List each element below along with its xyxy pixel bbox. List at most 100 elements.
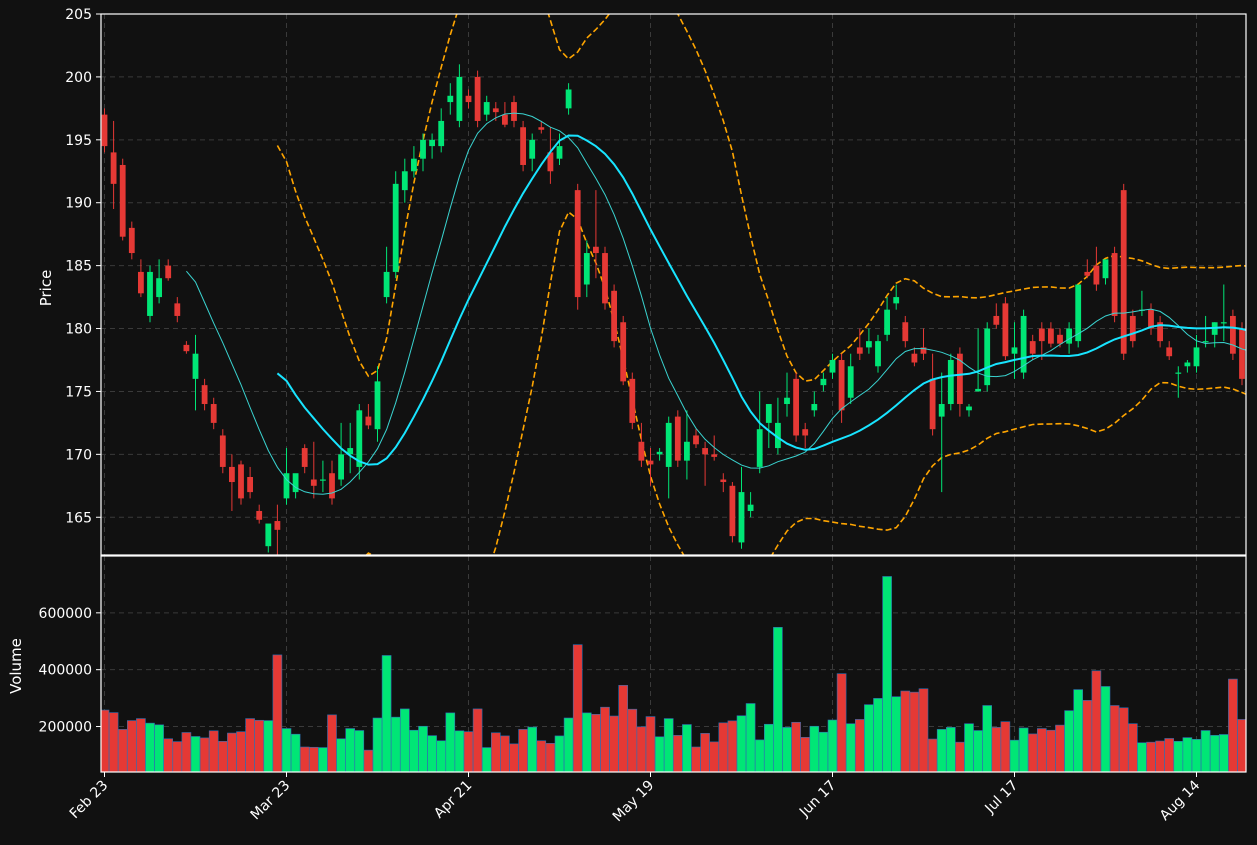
volume-bar xyxy=(1037,728,1047,772)
candle-body xyxy=(1129,315,1136,342)
volume-bar xyxy=(208,730,219,772)
volume-bar xyxy=(509,743,519,772)
volume-bar xyxy=(1164,738,1174,772)
price-tick-label: 190 xyxy=(65,196,92,212)
candle-body xyxy=(720,479,727,483)
fast-moving-average-line xyxy=(186,112,1246,495)
volume-bar xyxy=(263,720,274,772)
candle-body xyxy=(520,127,526,165)
volume-bar xyxy=(1018,727,1029,772)
volume-bar xyxy=(363,749,374,772)
candle-body xyxy=(411,158,417,172)
volume-bar xyxy=(554,735,565,772)
candle-body xyxy=(329,473,335,499)
price-tick-label: 195 xyxy=(65,133,92,149)
candle-body xyxy=(875,341,881,367)
candle-body xyxy=(301,448,308,467)
candle-body xyxy=(229,466,235,483)
candle-body xyxy=(547,152,554,172)
candle-body xyxy=(147,271,153,316)
candle-body xyxy=(347,448,354,455)
volume-bar xyxy=(909,691,920,772)
volume-bar xyxy=(236,731,246,772)
candle-body xyxy=(365,416,372,426)
volume-bar xyxy=(918,688,929,772)
candle-body xyxy=(1239,328,1245,379)
volume-bar xyxy=(1009,739,1020,772)
volume-bar xyxy=(791,721,801,772)
volume-bar xyxy=(354,730,365,772)
candle-body xyxy=(847,366,854,398)
volume-bar xyxy=(490,732,501,772)
candle-body xyxy=(183,344,190,352)
candle-body xyxy=(975,388,981,392)
volume-bar xyxy=(927,738,938,772)
volume-bar xyxy=(472,708,483,772)
candle-body xyxy=(128,227,135,254)
candle-body xyxy=(838,359,845,411)
volume-bar xyxy=(718,722,729,772)
candle-body xyxy=(192,353,199,379)
volume-bar xyxy=(481,747,492,772)
volume-bar xyxy=(727,720,738,772)
volume-bar xyxy=(809,725,820,772)
candle-body xyxy=(356,410,363,467)
axes-labels: 165 170 175 180 185 190 195 200 205 200000 400000 6… xyxy=(39,7,1204,825)
volume-bar xyxy=(108,712,119,772)
volume-bar xyxy=(1128,723,1138,772)
candle-body xyxy=(684,441,690,461)
volume-bar xyxy=(864,704,874,772)
candle-body xyxy=(465,95,472,103)
volume-bar xyxy=(254,719,264,772)
candle-body xyxy=(738,492,745,543)
volume-bar xyxy=(1228,678,1238,772)
candle-body xyxy=(1111,253,1118,316)
candle-body xyxy=(729,485,736,537)
candle-body xyxy=(811,404,818,411)
candle-body xyxy=(583,253,590,285)
volume-bar xyxy=(763,723,774,772)
candle-body xyxy=(1193,347,1200,367)
candle-body xyxy=(802,429,809,436)
volume-bar xyxy=(1082,700,1093,772)
volume-bar xyxy=(773,627,783,772)
volume-bar xyxy=(290,733,301,772)
volume-bar xyxy=(900,690,911,772)
candle-body xyxy=(1048,328,1054,344)
candle-body xyxy=(201,385,208,405)
candle-body xyxy=(911,353,918,363)
candle-body xyxy=(1002,303,1009,357)
candle-body xyxy=(574,190,581,298)
price-tick-label: 200 xyxy=(65,70,92,86)
volume-bars xyxy=(101,576,1246,772)
candle-body xyxy=(957,353,963,405)
volume-bar xyxy=(190,736,201,772)
candle-body xyxy=(474,76,481,121)
volume-bar xyxy=(463,731,474,772)
candle-body xyxy=(1157,322,1163,342)
candle-body xyxy=(693,435,699,445)
candle-body xyxy=(101,114,108,147)
candle-body xyxy=(310,479,317,486)
volume-bar xyxy=(227,732,237,772)
price-tick-label: 170 xyxy=(65,447,92,463)
candle-body xyxy=(374,381,381,430)
candle-body xyxy=(292,473,299,493)
candle-body xyxy=(993,315,1000,325)
candle-body xyxy=(629,378,636,423)
candle-body xyxy=(1166,347,1173,357)
volume-bar xyxy=(545,742,556,772)
volume-bar xyxy=(1118,707,1129,772)
volume-bar xyxy=(1109,705,1120,772)
volume-bar xyxy=(1200,730,1211,772)
candle-body xyxy=(1075,284,1082,342)
candle-body xyxy=(784,397,790,405)
candle-body xyxy=(556,146,563,159)
candle-body xyxy=(920,347,927,354)
volume-bar xyxy=(600,706,610,772)
candle-body xyxy=(156,278,162,298)
volume-bar xyxy=(672,735,683,772)
volume-bar xyxy=(818,731,829,772)
candle-body xyxy=(902,322,909,342)
